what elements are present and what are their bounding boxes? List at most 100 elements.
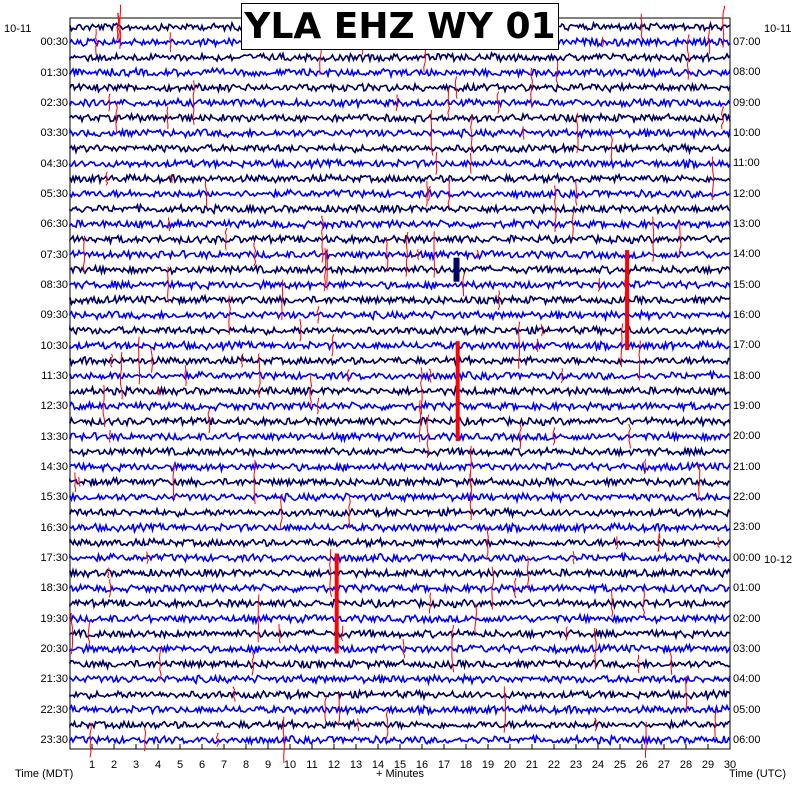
event-spike bbox=[721, 106, 725, 130]
event-spike bbox=[645, 721, 647, 758]
event-spike bbox=[628, 424, 632, 449]
event-spike bbox=[636, 654, 640, 674]
x-tick-label: 18 bbox=[459, 759, 473, 771]
event-spike bbox=[156, 386, 161, 396]
x-tick-label: 20 bbox=[503, 759, 517, 771]
trace-line-11 bbox=[69, 187, 731, 201]
event-spike bbox=[451, 625, 455, 673]
trace-line-46 bbox=[69, 718, 731, 731]
right-row-label: 05:00 bbox=[733, 703, 761, 716]
event-spike bbox=[89, 722, 92, 758]
event-spike bbox=[146, 551, 149, 564]
right-date-change-label: 10-12 bbox=[764, 554, 793, 566]
event-spike bbox=[435, 151, 438, 175]
event-spike bbox=[535, 338, 539, 352]
event-spike bbox=[610, 135, 613, 162]
event-spike bbox=[348, 496, 351, 529]
left-row-label: 15:30 bbox=[40, 491, 68, 504]
x-tick-label: 1 bbox=[88, 759, 96, 771]
right-row-label: 20:00 bbox=[733, 430, 761, 443]
trace-line-18 bbox=[69, 293, 731, 307]
event-spike bbox=[169, 32, 172, 53]
x-tick-label: 22 bbox=[547, 759, 561, 771]
trace-line-41 bbox=[69, 642, 731, 656]
event-spike bbox=[228, 295, 231, 335]
x-tick-label: 29 bbox=[701, 759, 715, 771]
right-row-label: 06:00 bbox=[733, 733, 761, 746]
trace-line-7 bbox=[69, 126, 731, 141]
right-row-label: 23:00 bbox=[733, 521, 761, 534]
trace-line-25 bbox=[69, 399, 731, 413]
event-spike bbox=[426, 180, 429, 207]
event-spike bbox=[474, 603, 477, 634]
event-spike bbox=[279, 494, 283, 531]
event-spike bbox=[95, 29, 98, 55]
event-spike bbox=[707, 29, 711, 55]
right-row-label: 13:00 bbox=[733, 218, 761, 230]
left-row-label: 21:30 bbox=[40, 673, 68, 686]
event-spike bbox=[117, 12, 120, 41]
left-row-label: 03:30 bbox=[40, 127, 68, 140]
event-spike bbox=[470, 114, 473, 152]
event-spike bbox=[669, 652, 673, 676]
left-row-label: 23:30 bbox=[40, 734, 68, 746]
x-tick-label: 21 bbox=[525, 759, 539, 771]
event-spike bbox=[530, 68, 533, 108]
event-spike bbox=[102, 385, 106, 428]
event-spike bbox=[232, 686, 236, 702]
trace-line-19 bbox=[69, 308, 731, 323]
event-spike bbox=[74, 472, 77, 492]
event-spike bbox=[428, 592, 432, 614]
event-spike bbox=[433, 231, 436, 278]
event-spike bbox=[620, 323, 624, 368]
event-spike bbox=[115, 102, 118, 134]
event-spike bbox=[316, 397, 320, 415]
trace-line-23 bbox=[69, 369, 731, 383]
event-spike bbox=[320, 215, 325, 263]
left-row-label: 08:30 bbox=[40, 278, 68, 291]
event-spike bbox=[427, 186, 432, 201]
right-row-label: 07:00 bbox=[733, 36, 761, 48]
trace-line-20 bbox=[69, 324, 731, 338]
event-spike bbox=[331, 334, 335, 357]
right-axis-label: Time (UTC) bbox=[729, 768, 787, 780]
trace-line-28 bbox=[69, 445, 731, 458]
event-spike bbox=[167, 217, 170, 232]
event-spike bbox=[253, 242, 257, 267]
trace-line-15 bbox=[69, 248, 731, 262]
event-spike bbox=[722, 5, 726, 48]
left-row-label: 17:30 bbox=[40, 552, 68, 564]
left-row-label: 07:30 bbox=[40, 248, 68, 261]
trace-line-10 bbox=[69, 172, 731, 186]
event-spike bbox=[469, 445, 473, 488]
event-spike bbox=[309, 375, 313, 407]
left-row-label: 09:30 bbox=[40, 309, 68, 322]
event-spike bbox=[514, 578, 517, 599]
event-spike bbox=[420, 367, 423, 415]
event-spike bbox=[137, 336, 141, 385]
event-spike bbox=[184, 365, 187, 387]
trace-line-43 bbox=[69, 672, 731, 687]
event-spike bbox=[497, 290, 501, 310]
left-row-label: 06:30 bbox=[40, 218, 68, 231]
event-spike bbox=[224, 228, 228, 251]
x-tick-label: 11 bbox=[306, 759, 318, 771]
right-row-label: 03:00 bbox=[733, 642, 761, 655]
event-spike bbox=[402, 639, 406, 659]
x-axis-label: + Minutes bbox=[376, 768, 424, 780]
trace-line-31 bbox=[69, 490, 731, 505]
event-spike bbox=[426, 414, 430, 458]
x-tick-label: 14 bbox=[371, 759, 385, 771]
x-tick-label: 24 bbox=[591, 759, 605, 771]
event-spike bbox=[108, 579, 112, 598]
trace-line-3 bbox=[69, 65, 731, 80]
event-spike bbox=[119, 4, 122, 49]
trace-line-39 bbox=[69, 612, 731, 626]
right-row-label: 09:00 bbox=[733, 96, 761, 109]
event-spike bbox=[553, 185, 557, 232]
left-row-label: 05:30 bbox=[40, 187, 68, 200]
x-tick-label: 10 bbox=[283, 759, 297, 771]
right-row-label: 17:00 bbox=[733, 339, 761, 352]
event-spike bbox=[575, 181, 578, 206]
left-row-label: 14:30 bbox=[40, 460, 68, 473]
